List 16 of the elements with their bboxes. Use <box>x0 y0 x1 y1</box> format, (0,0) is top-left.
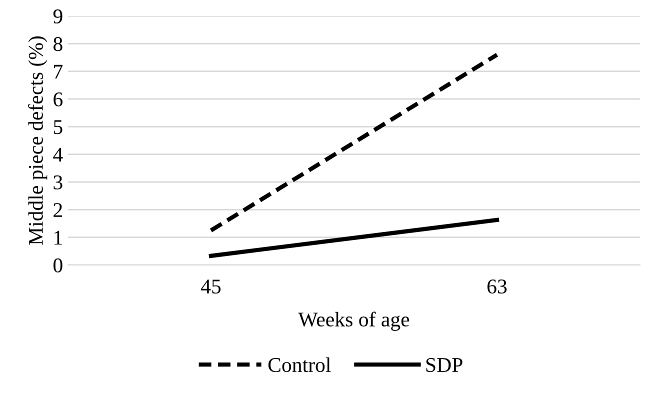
y-tick-label: 2 <box>54 203 62 217</box>
y-axis-title: Middle piece defects (%) <box>28 36 48 245</box>
y-tick-label: 1 <box>54 230 62 245</box>
x-axis-title: Weeks of age <box>298 312 410 331</box>
x-tick-label: 45 <box>200 280 221 294</box>
legend-label: SDP <box>426 358 462 372</box>
y-tick-label: 3 <box>54 175 62 190</box>
x-tick-label: 63 <box>487 280 507 294</box>
y-tick-label: 8 <box>54 37 62 52</box>
y-tick-label: 9 <box>53 9 62 24</box>
y-tick-label: 4 <box>53 148 63 162</box>
y-tick-label: 6 <box>54 92 63 106</box>
y-tick-label: 7 <box>54 64 63 79</box>
y-tick-label: 0 <box>54 258 62 272</box>
y-tick-label: 5 <box>54 120 62 134</box>
legend-label: Control <box>268 357 331 372</box>
